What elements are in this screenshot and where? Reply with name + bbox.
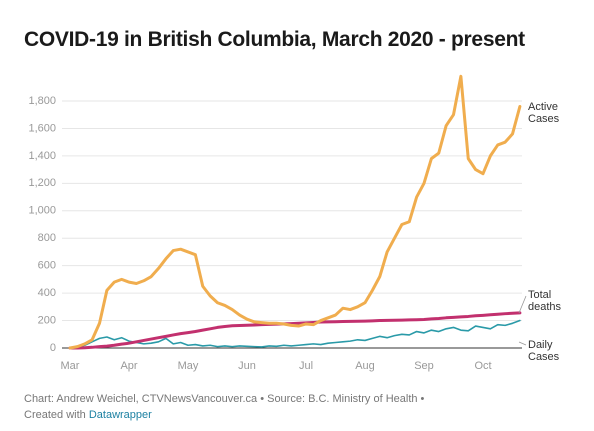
x-tick-label: Mar [61,360,80,372]
footer-text: Created with [24,409,86,421]
y-tick-label: 1,600 [28,122,56,134]
leader-line [518,341,527,346]
x-tick-label: Jun [238,360,256,372]
x-tick-label: Sep [414,360,434,372]
y-tick-label: 1,200 [28,177,56,189]
x-tick-label: Jul [299,360,313,372]
footer-created: Created with Datawrapper [24,409,152,421]
series-line [69,319,521,349]
x-tick-label: May [178,360,199,372]
y-tick-label: 1,800 [28,95,56,107]
y-tick-label: 1,000 [28,205,56,217]
series-line [68,311,522,350]
x-tick-label: Oct [474,360,491,372]
leader-line [518,295,527,314]
y-tick-label: 800 [38,232,56,244]
chart-title: COVID-19 in British Columbia, March 2020… [24,28,525,51]
legend-label: Daily Cases [528,339,560,363]
y-tick-label: 200 [38,314,56,326]
footer-link[interactable]: Datawrapper [88,409,152,421]
y-tick-label: 400 [38,287,56,299]
y-tick-label: 1,400 [28,150,56,162]
y-tick-label: 600 [38,260,56,272]
y-tick-label: 0 [50,342,56,354]
x-tick-label: Apr [120,360,137,372]
legend-label: Total deaths [528,289,562,313]
series-line [68,74,522,350]
x-tick-label: Aug [355,360,375,372]
footer-credit: Chart: Andrew Weichel, CTVNewsVancouver.… [24,393,425,405]
legend-label: Active Cases [528,101,560,125]
